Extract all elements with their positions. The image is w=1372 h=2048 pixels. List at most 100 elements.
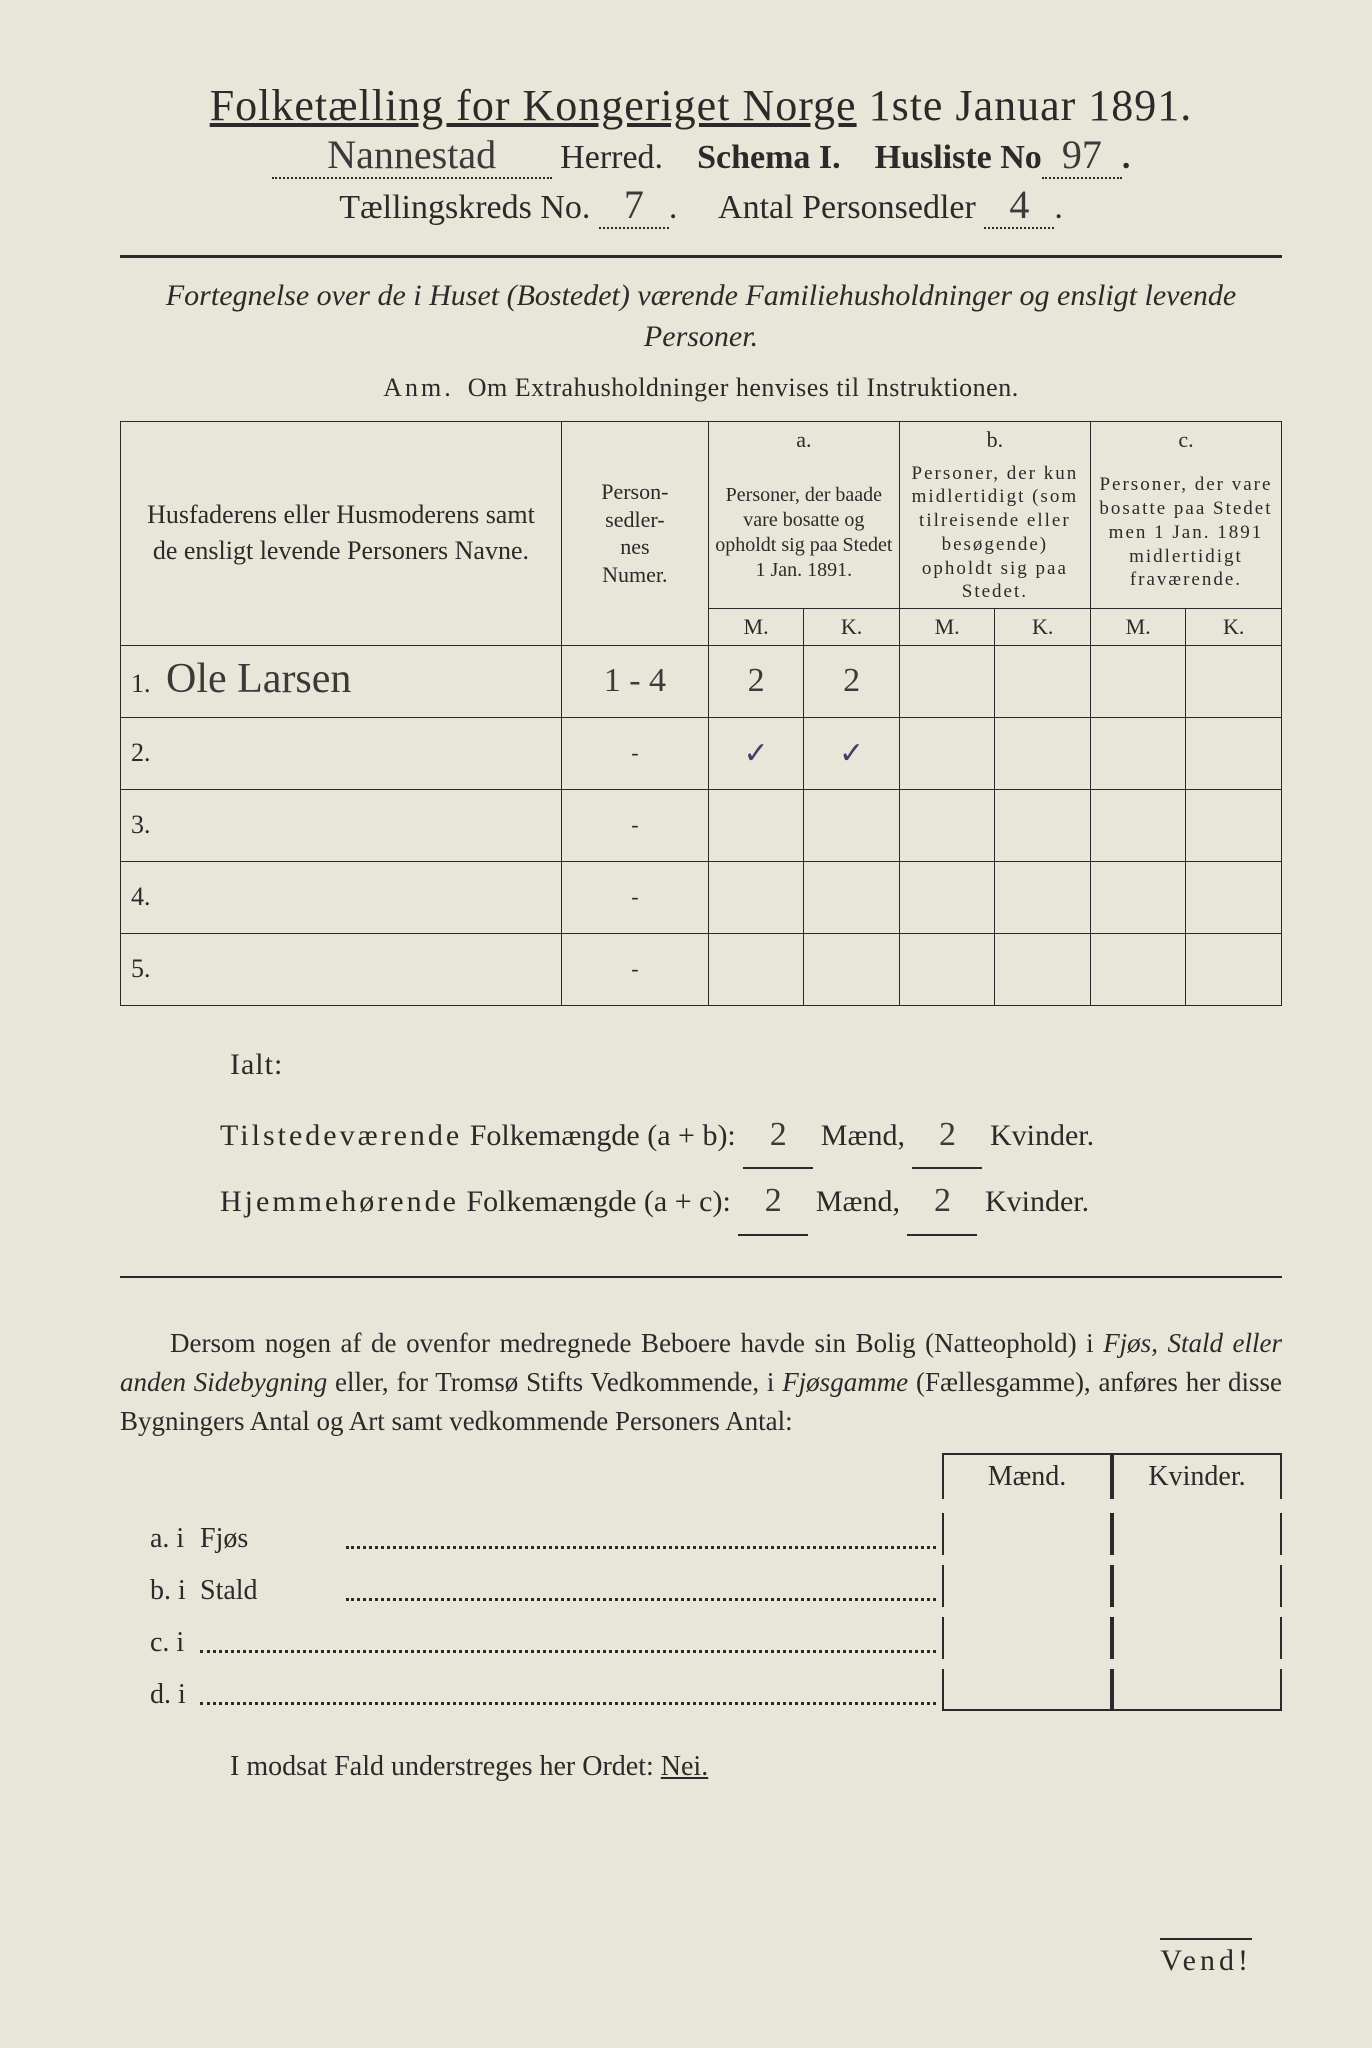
cell-cK: [1186, 789, 1282, 861]
t2-m: 2: [765, 1182, 782, 1219]
annotation-line: Anm. Om Extrahusholdninger henvises til …: [120, 373, 1282, 403]
vend-label: Vend!: [1160, 1938, 1252, 1978]
t1-m: 2: [770, 1116, 787, 1153]
abcd-list: a. i Fjøs b. i Stald c. i d. i: [120, 1513, 1282, 1711]
cell-bM: [899, 645, 995, 717]
anm-label: Anm.: [383, 373, 454, 402]
th-b-text: Personer, der kun midlertidigt (som tilr…: [899, 458, 1090, 609]
th-a-m: M.: [708, 609, 804, 646]
row-name: Ole Larsen: [166, 663, 351, 697]
abcd-cell-k: [1112, 1669, 1282, 1711]
th-c-text: Personer, der vare bosatte paa Stedet me…: [1090, 458, 1281, 609]
row-sedler: -: [561, 933, 708, 1005]
header-line-2: Nannestad Herred. Schema I. Husliste No9…: [120, 139, 1282, 179]
dots: [346, 1583, 936, 1601]
dots: [346, 1531, 936, 1549]
row-num: 4.: [131, 882, 159, 912]
th-name: Husfaderens eller Husmoderens samt de en…: [121, 422, 562, 646]
header-line-3: Tællingskreds No. 7. Antal Personsedler …: [120, 189, 1282, 229]
row-sedler: -: [561, 861, 708, 933]
nei-word: Nei.: [661, 1751, 708, 1782]
cell-bK: [995, 645, 1091, 717]
cell-aM: 2: [748, 662, 765, 699]
subtitle: Fortegnelse over de i Huset (Bostedet) v…: [160, 276, 1242, 357]
abcd-lead: a. i: [120, 1523, 200, 1555]
cell-aM: [708, 789, 804, 861]
th-b-label: b.: [899, 422, 1090, 458]
cell-cK: [1186, 933, 1282, 1005]
th-c-m: M.: [1090, 609, 1186, 646]
anm-text: Om Extrahusholdninger henvises til Instr…: [468, 373, 1019, 402]
cell-bK: [995, 789, 1091, 861]
cell-aK: [804, 861, 900, 933]
label-husliste: Husliste No: [875, 139, 1042, 176]
cell-cM: [1090, 717, 1186, 789]
mk-kvinder: Kvinder.: [1112, 1453, 1282, 1499]
t2-label-rest: Folkemængde (a + c):: [466, 1185, 730, 1218]
abcd-lead: c. i: [120, 1627, 200, 1659]
tkreds-field: 7: [599, 189, 669, 229]
page-title: Folketælling for Kongeriget Norge 1ste J…: [120, 80, 1282, 131]
abcd-row: b. i Stald: [120, 1565, 1282, 1607]
table-row: 3. -: [121, 789, 1282, 861]
abcd-row: c. i: [120, 1617, 1282, 1659]
t1-m-field: 2: [743, 1103, 813, 1170]
rule-2: [120, 1276, 1282, 1278]
cell-bK: [995, 717, 1091, 789]
abcd-cell-k: [1112, 1617, 1282, 1659]
cell-bM: [899, 717, 995, 789]
th-b-m: M.: [899, 609, 995, 646]
title-main: Folketælling for Kongeriget Norge: [210, 81, 857, 130]
ialt-label: Ialt:: [230, 1036, 1282, 1093]
abcd-lead: d. i: [120, 1679, 200, 1711]
th-c-k: K.: [1186, 609, 1282, 646]
label-maend-2: Mænd,: [816, 1185, 900, 1218]
th-a-text: Personer, der baade vare bosatte og opho…: [708, 458, 899, 609]
row-num: 3.: [131, 810, 159, 840]
cell-bK: [995, 861, 1091, 933]
paragraph: Dersom nogen af de ovenfor medregnede Be…: [120, 1324, 1282, 1441]
row-sedler: -: [561, 789, 708, 861]
row-sedler: -: [561, 717, 708, 789]
cell-cK: [1186, 645, 1282, 717]
cell-cM: [1090, 789, 1186, 861]
abcd-cell-m: [942, 1669, 1112, 1711]
dots: [200, 1635, 936, 1653]
cell-bM: [899, 789, 995, 861]
census-table: Husfaderens eller Husmoderens samt de en…: [120, 421, 1282, 1006]
dots: [200, 1687, 936, 1705]
antal-field: 4: [984, 189, 1054, 229]
label-schema: Schema I.: [697, 139, 841, 176]
rule-1: [120, 255, 1282, 258]
cell-bM: [899, 933, 995, 1005]
t2-m-field: 2: [738, 1169, 808, 1236]
nei-pre: I modsat Fald understreges her Ordet:: [230, 1751, 654, 1782]
abcd-cell-k: [1112, 1513, 1282, 1555]
abcd-cell-m: [942, 1617, 1112, 1659]
totals-line-1: Tilstedeværende Folkemængde (a + b): 2 M…: [220, 1103, 1282, 1170]
table-row: 2. - ✓ ✓: [121, 717, 1282, 789]
label-kvinder: Kvinder.: [990, 1119, 1094, 1152]
period-3: .: [1054, 189, 1063, 226]
abcd-lead: b. i: [120, 1575, 200, 1607]
th-c-label: c.: [1090, 422, 1281, 458]
abcd-label: Fjøs: [200, 1523, 340, 1555]
mk-header: Mænd. Kvinder.: [120, 1453, 1282, 1499]
row-sedler: 1 - 4: [604, 662, 666, 699]
period-1: .: [1122, 139, 1131, 176]
totals-block: Ialt: Tilstedeværende Folkemængde (a + b…: [220, 1036, 1282, 1236]
row-num: 1.: [131, 669, 159, 699]
cell-cK: [1186, 717, 1282, 789]
cell-cM: [1090, 933, 1186, 1005]
tkreds-value: 7: [624, 189, 644, 221]
row-num: 5.: [131, 954, 159, 984]
cell-cM: [1090, 861, 1186, 933]
row-num: 2.: [131, 738, 159, 768]
totals-line-2: Hjemmehørende Folkemængde (a + c): 2 Mæn…: [220, 1169, 1282, 1236]
label-kvinder-2: Kvinder.: [985, 1185, 1089, 1218]
table-row: 1. Ole Larsen 1 - 4 2 2: [121, 645, 1282, 717]
husliste-value: 97: [1062, 139, 1102, 171]
period-2: .: [669, 189, 678, 226]
abcd-row: d. i: [120, 1669, 1282, 1711]
label-antal: Antal Personsedler: [718, 189, 976, 226]
